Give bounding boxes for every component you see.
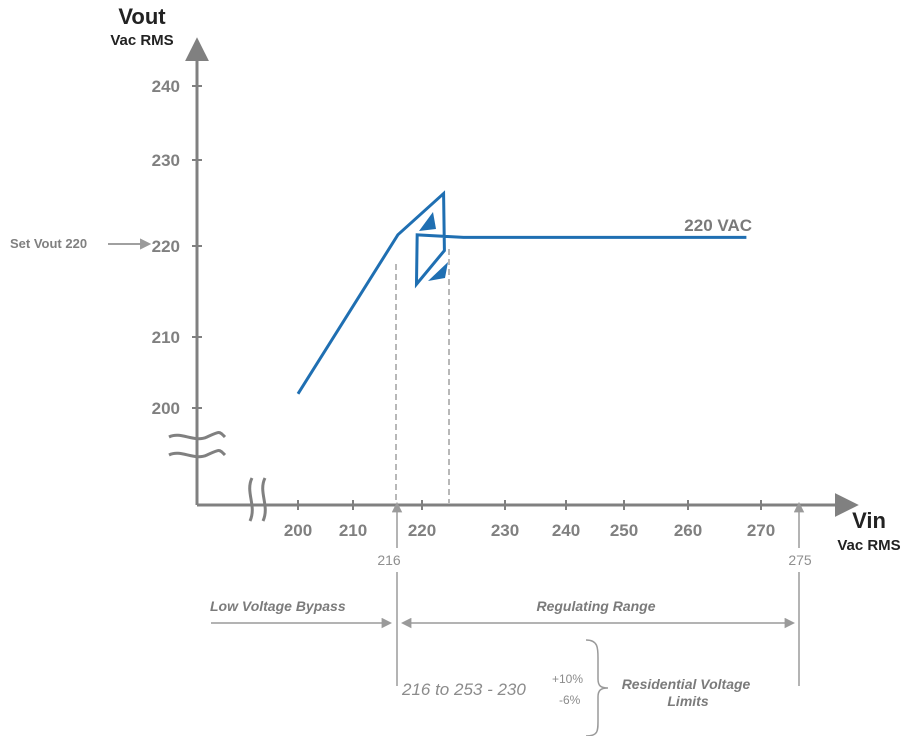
x-tick-label-270: 270 <box>747 521 775 540</box>
x-tick-label-250: 250 <box>610 521 638 540</box>
formula-minus: -6% <box>559 693 581 707</box>
y-tick-label-210: 210 <box>152 328 180 347</box>
x-tick-label-260: 260 <box>674 521 702 540</box>
x-axis-unit: Vac RMS <box>837 537 900 554</box>
x-tick-label-240: 240 <box>552 521 580 540</box>
residential-brace <box>585 639 609 736</box>
low-voltage-bypass-label: Low Voltage Bypass <box>210 598 346 614</box>
formula-plus: +10% <box>552 672 583 686</box>
marker-216-label: 216 <box>377 552 401 568</box>
residential-limit-line-2: Limits <box>667 693 708 709</box>
axes-layer <box>168 37 859 522</box>
y-tick-label-230: 230 <box>152 151 180 170</box>
formula-main: 216 to 253 - 230 <box>401 680 526 699</box>
marker-275-label: 275 <box>788 552 812 568</box>
series-label-220-vac: 220 VAC <box>684 216 752 235</box>
x-axis-title: Vin <box>852 508 886 533</box>
series-line-220-vac <box>296 190 747 395</box>
x-tick-label-210: 210 <box>339 521 367 540</box>
residential-limit-line-1: Residential Voltage <box>622 676 751 692</box>
x-tick-label-200: 200 <box>284 521 312 540</box>
set-vout-label: Set Vout 220 <box>10 236 87 251</box>
x-tick-label-230: 230 <box>491 521 519 540</box>
y-tick-label-200: 200 <box>152 399 180 418</box>
y-tick-label-240: 240 <box>152 77 180 96</box>
y-axis-unit: Vac RMS <box>110 32 173 49</box>
y-axis-break-top <box>168 431 227 441</box>
y-axis-title: Vout <box>118 4 166 29</box>
x-tick-label-220: 220 <box>408 521 436 540</box>
y-tick-label-220: 220 <box>152 237 180 256</box>
upward-hysteresis-arrow <box>419 212 436 231</box>
x-axis-break-left <box>248 477 254 522</box>
x-axis-break-right <box>261 477 267 522</box>
labels-layer: 200 210 220 230 240 200 210 220 230 240 250 260 270 V… <box>10 4 901 709</box>
guides-layer <box>108 238 805 736</box>
regulating-range-label: Regulating Range <box>536 598 655 614</box>
series-layer <box>296 190 747 395</box>
downward-hysteresis-arrow <box>428 262 448 281</box>
y-axis-break-bottom <box>168 449 227 459</box>
